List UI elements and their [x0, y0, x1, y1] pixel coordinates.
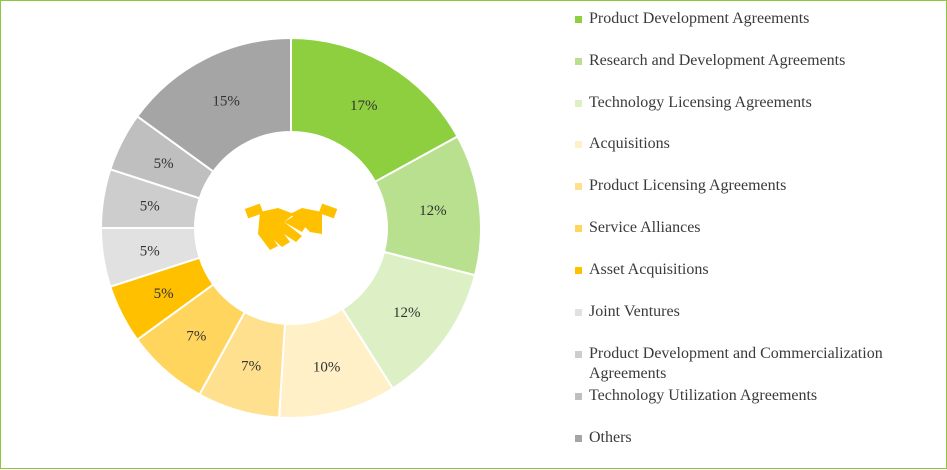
legend-label: Product Development Agreements — [589, 10, 810, 27]
slice-value-label: 12% — [419, 203, 447, 219]
donut-slice — [290, 36, 459, 184]
legend-swatch — [575, 309, 582, 316]
slice-value-label: 5% — [154, 156, 174, 172]
legend-label: Product Development and Commercializatio… — [589, 345, 883, 382]
legend-item: Product Development Agreements — [575, 9, 945, 29]
legend-item: Product Development and Commercializatio… — [575, 344, 945, 384]
legend-item: Others — [575, 428, 945, 448]
legend-swatch — [575, 58, 582, 65]
legend-label: Product Licensing Agreements — [589, 177, 787, 194]
donut-chart: 17% 12% 12% 10% 7% 7% 5% 5% 5% 5% 15% — [99, 36, 482, 419]
legend-item: Research and Development Agreements — [575, 51, 945, 71]
legend-item: Technology Licensing Agreements — [575, 93, 945, 113]
slice-value-label: 15% — [212, 94, 240, 110]
legend-item: Joint Ventures — [575, 302, 945, 322]
legend-swatch — [575, 435, 582, 442]
legend-swatch — [575, 100, 582, 107]
slice-value-label: 5% — [154, 286, 174, 302]
legend-swatch — [575, 393, 582, 400]
legend-item: Product Licensing Agreements — [575, 176, 945, 196]
handshake-icon — [244, 203, 338, 250]
legend-item: Acquisitions — [575, 134, 945, 154]
legend-item: Asset Acquisitions — [575, 260, 945, 280]
legend-label: Technology Utilization Agreements — [589, 387, 818, 404]
slice-value-label: 7% — [186, 328, 206, 344]
legend-item: Technology Utilization Agreements — [575, 386, 945, 406]
legend-swatch — [575, 351, 582, 358]
legend-label: Service Alliances — [589, 219, 701, 236]
slice-value-label: 12% — [393, 305, 421, 321]
legend-swatch — [575, 225, 582, 232]
legend-swatch — [575, 267, 582, 274]
donut-slice — [135, 36, 292, 173]
legend-label: Others — [589, 429, 632, 446]
slice-value-label: 5% — [140, 243, 160, 259]
legend-swatch — [575, 183, 582, 190]
legend-label: Technology Licensing Agreements — [589, 94, 812, 111]
slice-value-label: 17% — [350, 98, 378, 114]
slice-value-label: 10% — [313, 360, 341, 376]
legend-item: Service Alliances — [575, 218, 945, 238]
legend-label: Joint Ventures — [589, 303, 680, 320]
legend-label: Research and Development Agreements — [589, 52, 846, 69]
legend-swatch — [575, 16, 582, 23]
legend-label: Asset Acquisitions — [589, 261, 709, 278]
legend-label: Acquisitions — [589, 135, 670, 152]
slice-value-label: 7% — [241, 358, 261, 374]
slice-value-label: 5% — [140, 199, 160, 215]
legend-swatch — [575, 141, 582, 148]
